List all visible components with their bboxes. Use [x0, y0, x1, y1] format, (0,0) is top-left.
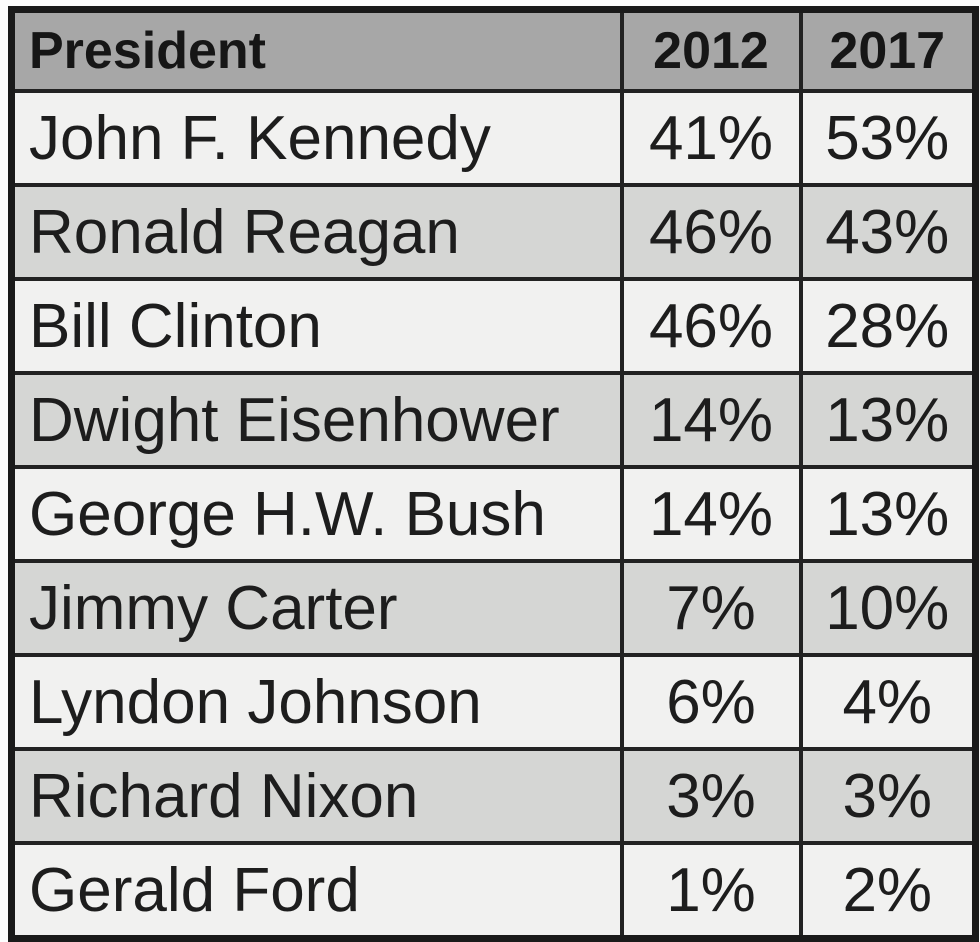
table-row: Lyndon Johnson 6% 4% [9, 653, 978, 751]
pct-2017-cell: 3% [798, 747, 978, 845]
pct-2017-cell: 10% [798, 559, 978, 657]
president-column-header: President [9, 7, 624, 93]
pct-2017-cell: 4% [798, 653, 978, 751]
pct-2012-cell: 1% [619, 841, 803, 941]
president-name-cell: Dwight Eisenhower [9, 371, 624, 469]
pct-2017-cell: 28% [798, 277, 978, 375]
pct-2017-cell: 53% [798, 89, 978, 187]
year-2012-column-header: 2012 [619, 7, 803, 93]
table-row: Dwight Eisenhower 14% 13% [9, 371, 978, 469]
year-2017-column-header: 2017 [798, 7, 978, 93]
president-name-cell: Ronald Reagan [9, 183, 624, 281]
table-row: George H.W. Bush 14% 13% [9, 465, 978, 563]
table-row: Gerald Ford 1% 2% [9, 841, 978, 941]
pct-2017-cell: 2% [798, 841, 978, 941]
header-row: President 2012 2017 [9, 7, 978, 93]
president-name-cell: Bill Clinton [9, 277, 624, 375]
pct-2012-cell: 3% [619, 747, 803, 845]
table-row: Bill Clinton 46% 28% [9, 277, 978, 375]
pct-2012-cell: 46% [619, 277, 803, 375]
table-row: Ronald Reagan 46% 43% [9, 183, 978, 281]
table-body: John F. Kennedy 41% 53% Ronald Reagan 46… [9, 89, 978, 941]
president-name-cell: Lyndon Johnson [9, 653, 624, 751]
president-name-cell: Jimmy Carter [9, 559, 624, 657]
president-name-cell: John F. Kennedy [9, 89, 624, 187]
pct-2012-cell: 14% [619, 371, 803, 469]
pct-2017-cell: 13% [798, 371, 978, 469]
president-name-cell: George H.W. Bush [9, 465, 624, 563]
pct-2012-cell: 14% [619, 465, 803, 563]
pct-2012-cell: 46% [619, 183, 803, 281]
table-header: President 2012 2017 [9, 7, 978, 93]
pct-2017-cell: 43% [798, 183, 978, 281]
pct-2012-cell: 6% [619, 653, 803, 751]
pct-2017-cell: 13% [798, 465, 978, 563]
presidents-table-container: President 2012 2017 John F. Kennedy 41% … [8, 6, 979, 942]
pct-2012-cell: 7% [619, 559, 803, 657]
table-row: John F. Kennedy 41% 53% [9, 89, 978, 187]
president-name-cell: Gerald Ford [9, 841, 624, 941]
table-row: Richard Nixon 3% 3% [9, 747, 978, 845]
presidents-popularity-table: President 2012 2017 John F. Kennedy 41% … [8, 6, 979, 942]
table-row: Jimmy Carter 7% 10% [9, 559, 978, 657]
pct-2012-cell: 41% [619, 89, 803, 187]
president-name-cell: Richard Nixon [9, 747, 624, 845]
